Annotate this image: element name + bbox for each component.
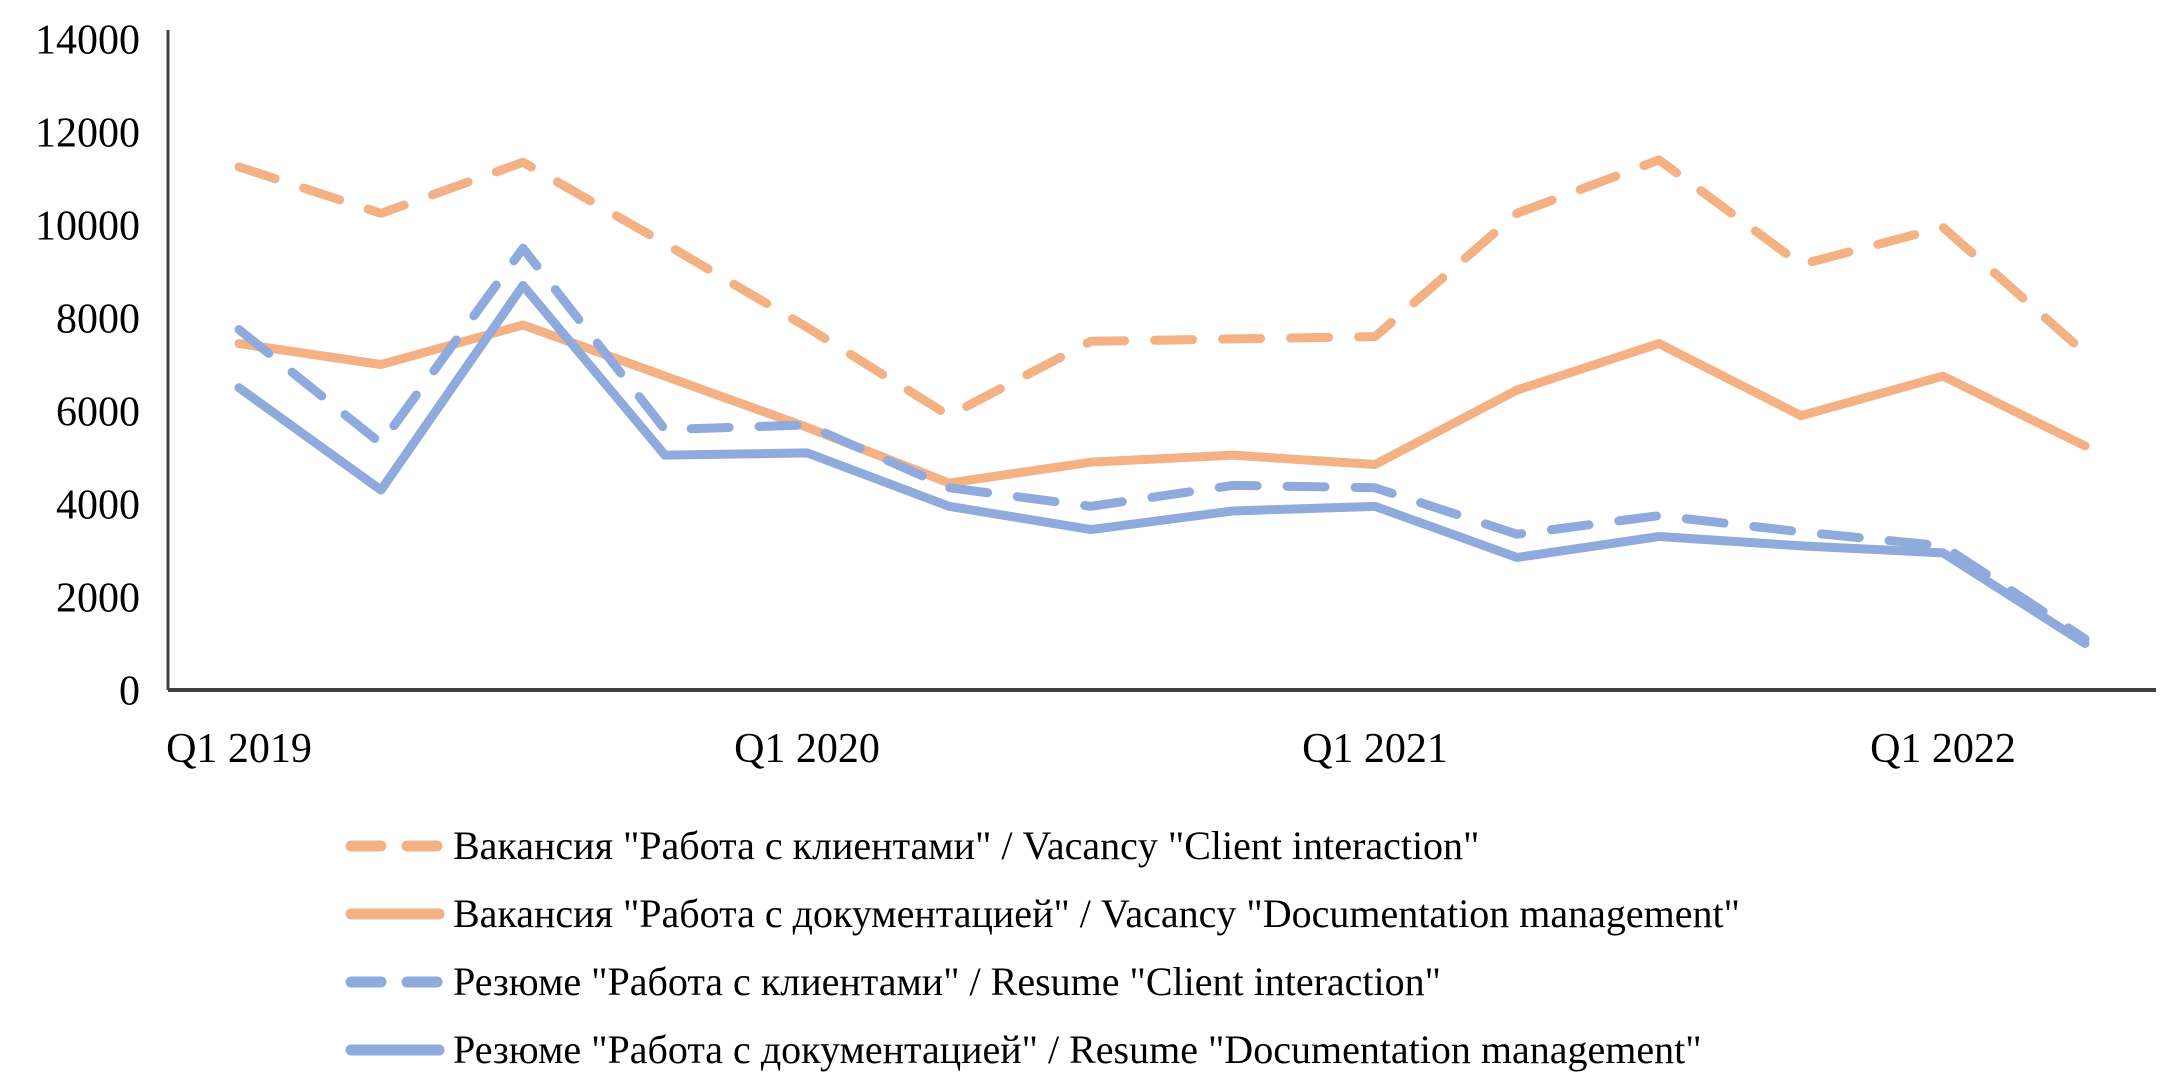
x-axis-tick-label: Q1 2022 <box>1870 726 2016 772</box>
y-axis-tick-label: 2000 <box>56 575 140 621</box>
solid-line-swatch-icon <box>345 908 445 920</box>
series-line-1 <box>234 320 2090 488</box>
dashed-line-swatch-icon <box>345 976 445 988</box>
y-axis-tick-label: 8000 <box>56 296 140 342</box>
legend-label: Вакансия "Работа с документацией" / Vaca… <box>453 891 1740 936</box>
legend-label: Резюме "Работа с клиентами" / Resume "Cl… <box>453 959 1441 1004</box>
x-axis-tick-label: Q1 2019 <box>166 726 312 772</box>
legend-item-2: Резюме "Работа с клиентами" / Resume "Cl… <box>345 948 1740 1016</box>
series-line-0 <box>234 155 2090 421</box>
y-axis-tick-label: 4000 <box>56 482 140 528</box>
y-axis-tick-label: 6000 <box>56 389 140 435</box>
legend-label: Резюме "Работа с документацией" / Resume… <box>453 1027 1702 1072</box>
legend-item-1: Вакансия "Работа с документацией" / Vaca… <box>345 880 1740 948</box>
y-axis-tick-label: 0 <box>119 668 140 714</box>
series-line-2 <box>234 243 2090 644</box>
solid-line-swatch-icon <box>345 1044 445 1056</box>
legend-item-3: Резюме "Работа с документацией" / Resume… <box>345 1016 1740 1074</box>
y-axis-tick-label: 10000 <box>35 203 140 249</box>
chart-legend: Вакансия "Работа с клиентами" / Vacancy … <box>345 812 1740 1074</box>
y-axis-tick-label: 14000 <box>35 17 140 63</box>
x-axis-tick-label: Q1 2021 <box>1302 726 1448 772</box>
dashed-line-swatch-icon <box>345 840 445 852</box>
legend-item-0: Вакансия "Работа с клиентами" / Vacancy … <box>345 812 1740 880</box>
x-axis-tick-label: Q1 2020 <box>734 726 880 772</box>
series-line-3 <box>234 280 2090 648</box>
y-axis-tick-label: 12000 <box>35 110 140 156</box>
legend-label: Вакансия "Работа с клиентами" / Vacancy … <box>453 823 1480 868</box>
